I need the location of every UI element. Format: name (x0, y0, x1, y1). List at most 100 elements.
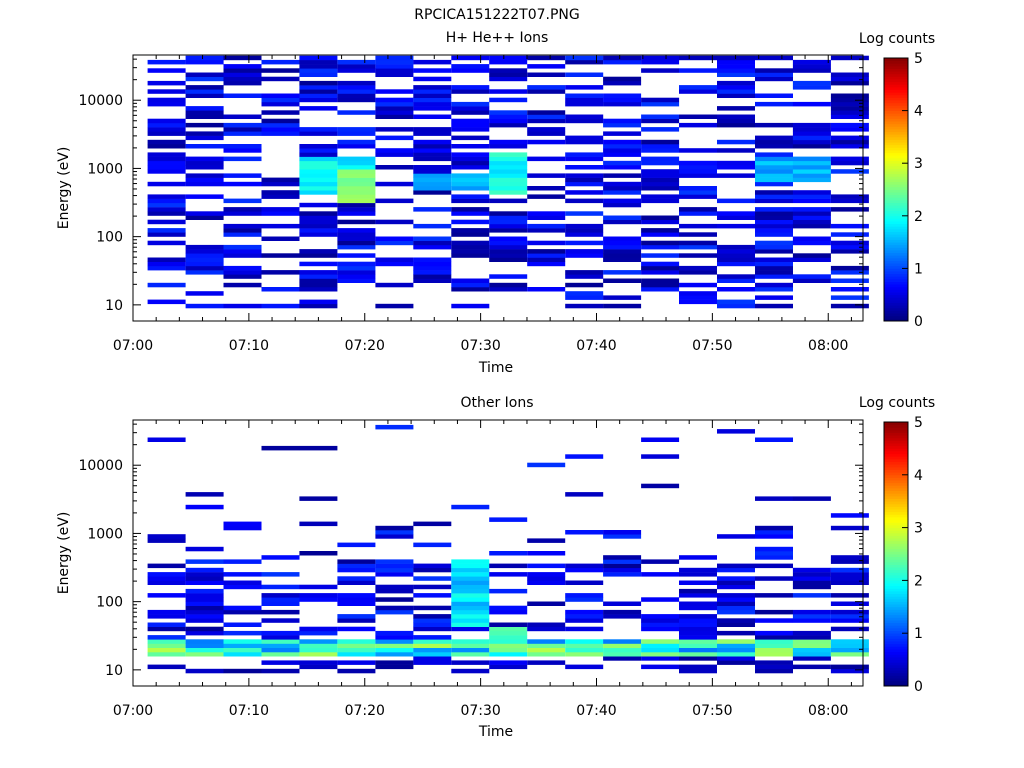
heatmap-cell (717, 72, 755, 77)
heatmap-cell (489, 156, 528, 162)
heatmap-cell (337, 265, 376, 271)
heatmap-cell (717, 223, 755, 229)
heatmap-cell (299, 211, 338, 216)
heatmap-cell (717, 618, 755, 623)
heatmap-cell (223, 181, 262, 187)
heatmap-cell (603, 609, 642, 615)
colorbar-segment (884, 675, 908, 679)
heatmap-cell (261, 122, 300, 128)
heatmap-cell (337, 219, 376, 225)
heatmap-cell (185, 173, 224, 178)
colorbar-segment (884, 213, 908, 217)
heatmap-cell (679, 55, 717, 61)
heatmap-cell (679, 223, 717, 229)
heatmap-cell (755, 215, 793, 220)
heatmap-cell (451, 576, 490, 581)
heatmap-cell (641, 219, 680, 225)
colorbar-segment (884, 501, 908, 505)
heatmap-cell (830, 668, 869, 674)
heatmap-cell (755, 652, 793, 657)
heatmap-cell (223, 93, 262, 98)
heatmap-cell (451, 232, 490, 237)
heatmap-cell (223, 605, 262, 611)
colorbar-segment (884, 252, 908, 256)
colorbar-segment (884, 635, 908, 639)
heatmap-cell (185, 303, 224, 309)
heatmap-cell (717, 114, 755, 119)
heatmap-cell (413, 244, 452, 250)
heatmap-cell (451, 614, 490, 619)
heatmap-cell (451, 647, 490, 653)
heatmap-cell (489, 572, 528, 577)
heatmap-cell (299, 93, 338, 98)
heatmap-cell (565, 177, 604, 183)
heatmap-cell (413, 652, 452, 657)
heatmap-cell (717, 660, 755, 665)
heatmap-cell (451, 253, 490, 258)
heatmap-cell (185, 131, 224, 136)
heatmap-cell (755, 660, 793, 665)
colorbar-segment (884, 307, 908, 311)
heatmap-cell (375, 55, 414, 61)
heatmap-cell (527, 186, 566, 191)
heatmap-cell (451, 85, 490, 90)
colorbar-tick-label: 0 (914, 314, 923, 330)
heatmap-cell (337, 59, 376, 65)
heatmap-cell (299, 131, 338, 136)
heatmap-cell (299, 215, 338, 220)
heatmap-cell (527, 64, 566, 69)
heatmap-cell (337, 647, 376, 653)
colorbar-segment (884, 136, 908, 140)
heatmap-cell (641, 68, 680, 73)
x-tick-label: 07:00 (113, 703, 153, 719)
colorbar-segment (884, 265, 908, 269)
heatmap-cell (679, 588, 717, 594)
heatmap-cell (337, 194, 376, 199)
heatmap-cell (755, 525, 793, 531)
heatmap-cell (413, 89, 452, 94)
heatmap-cell (185, 194, 224, 199)
heatmap-cell (792, 647, 831, 653)
heatmap-cell (451, 618, 490, 623)
heatmap-cell (679, 664, 717, 670)
heatmap-cell (223, 207, 262, 212)
panel-1-colorbar-label: Log counts (859, 31, 935, 47)
heatmap-cell (185, 253, 224, 258)
heatmap-cell (641, 232, 680, 237)
heatmap-cell (337, 127, 376, 132)
heatmap-cell (451, 207, 490, 212)
colorbar-segment (884, 315, 908, 319)
colorbar-segment (884, 94, 908, 98)
heatmap-cell (527, 194, 566, 199)
heatmap-cell (830, 609, 869, 615)
heatmap-cell (830, 618, 869, 623)
heatmap-cell (830, 647, 869, 653)
heatmap-cell (565, 59, 604, 65)
heatmap-cell (299, 144, 338, 149)
colorbar-segment (884, 86, 908, 90)
heatmap-cell (755, 630, 793, 636)
heatmap-cell (185, 156, 224, 162)
heatmap-cell (299, 106, 338, 111)
heatmap-cell (641, 101, 680, 107)
heatmap-cell (223, 639, 262, 644)
heatmap-cell (830, 127, 869, 132)
heatmap-cell (451, 64, 490, 69)
heatmap-cell (337, 85, 376, 90)
colorbar-segment (884, 596, 908, 600)
heatmap-cell (489, 118, 528, 124)
heatmap-cell (489, 274, 528, 279)
heatmap-cell (603, 219, 642, 225)
heatmap-cell (792, 580, 831, 585)
heatmap-cell (565, 55, 604, 61)
heatmap-cell (299, 165, 338, 170)
heatmap-cell (755, 249, 793, 254)
colorbar-segment (884, 422, 908, 426)
heatmap-cell (641, 261, 680, 267)
heatmap-cell (679, 165, 717, 170)
colorbar-segment (884, 524, 908, 528)
heatmap-cell (261, 76, 300, 82)
colorbar-segment (884, 60, 908, 64)
colorbar-segment (884, 432, 908, 436)
heatmap-cell (185, 165, 224, 170)
